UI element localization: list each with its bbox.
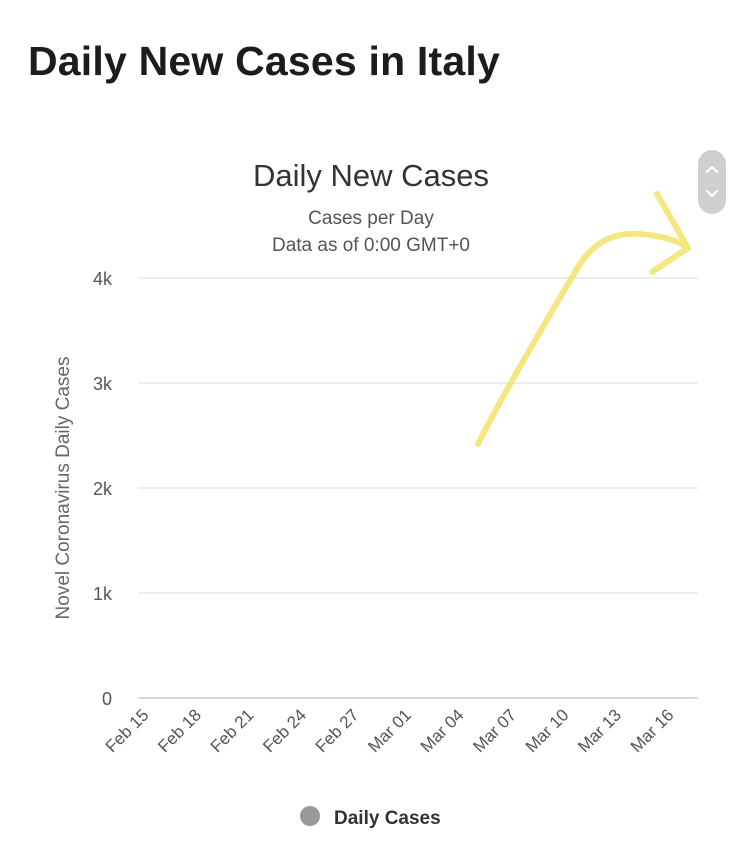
annotation-arrow (475, 191, 691, 447)
legend-label-daily-cases[interactable]: Daily Cases (334, 808, 441, 829)
x-tick-label: Feb 15 (102, 705, 153, 756)
x-tick-label: Feb 24 (259, 705, 310, 756)
y-axis-label: Novel Coronavirus Daily Cases (53, 357, 74, 620)
x-tick-label: Mar 04 (417, 705, 468, 756)
chart-subtitle-line-2: Data as of 0:00 GMT+0 (272, 235, 470, 256)
y-tick-label: 1k (93, 584, 113, 604)
x-tick-label: Mar 13 (574, 705, 625, 756)
legend-marker (300, 806, 320, 826)
y-tick-label: 3k (93, 374, 113, 394)
x-tick-label: Mar 01 (364, 705, 415, 756)
chart-subtitle-line-1: Cases per Day (308, 208, 434, 229)
x-tick-labels: Feb 15 Feb 18 Feb 21 Feb 24 Feb 27 Mar 01 Mar … (102, 705, 678, 756)
chart-scroller[interactable] (698, 150, 726, 214)
y-tick-label: 0 (102, 689, 112, 709)
y-tick-label: 2k (93, 479, 113, 499)
x-tick-label: Mar 16 (627, 705, 678, 756)
x-tick-label: Feb 27 (312, 705, 363, 756)
chart-title: Daily New Cases (253, 158, 489, 193)
y-tick-label: 4k (93, 269, 113, 289)
legend[interactable]: Daily Cases (300, 806, 441, 829)
x-tick-label: Feb 18 (154, 705, 205, 756)
x-tick-label: Mar 07 (469, 705, 520, 756)
chevron-down-icon[interactable] (706, 190, 718, 197)
y-tick-labels: 0 1k 2k 3k 4k (93, 269, 113, 709)
page-title: Daily New Cases in Italy (28, 38, 500, 84)
grid-lines (138, 277, 698, 594)
x-tick-label: Feb 21 (207, 705, 258, 756)
x-tick-label: Mar 10 (522, 705, 573, 756)
chevron-up-icon[interactable] (706, 166, 718, 173)
